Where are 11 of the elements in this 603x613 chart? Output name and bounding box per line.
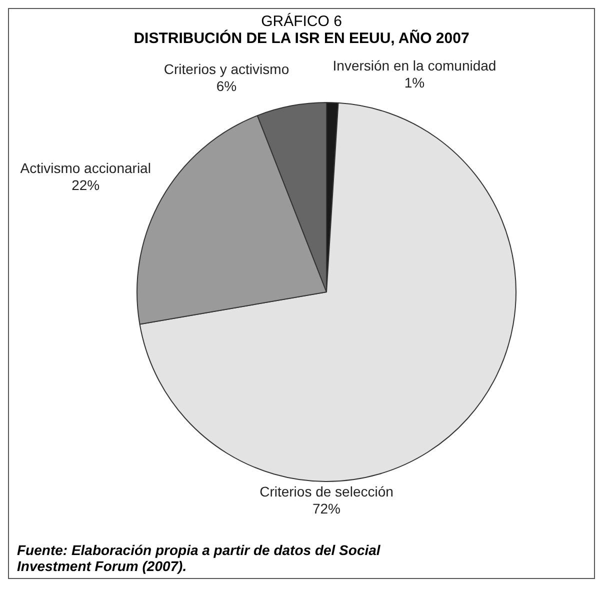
source-note: Fuente: Elaboración propia a partir de datos del Social Investment Forum (2007). xyxy=(16,542,382,574)
slice-label: Criterios de selección xyxy=(260,483,394,500)
data-label: 6% xyxy=(216,78,237,94)
chart-subtitle: GRÁFICO 6 xyxy=(260,13,343,30)
data-label: 72% xyxy=(312,500,341,516)
slice-label: Inversión en la comunidad xyxy=(332,57,496,74)
chart-title: DISTRIBUCIÓN DE LA ISR EN EEUU, AÑO 2007 xyxy=(132,30,470,47)
data-label: 1% xyxy=(404,74,425,90)
data-label: 22% xyxy=(72,176,100,193)
slice-label: Activismo accionarial xyxy=(20,160,151,176)
slice-label: Criterios y activismo xyxy=(164,60,290,77)
